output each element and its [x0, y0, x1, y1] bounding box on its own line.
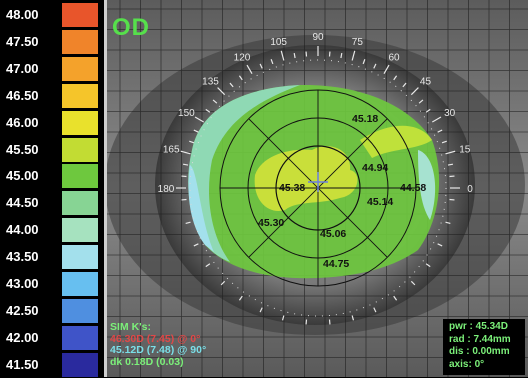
power-reading: 44.75	[323, 258, 349, 270]
scale-value-label: 44.00	[6, 222, 39, 237]
degree-label: 150	[178, 108, 195, 119]
scale-row: 42.00	[0, 325, 106, 351]
scale-value-label: 46.00	[6, 115, 39, 130]
sim-k-line2-value: 45.12D (7.48)	[110, 344, 174, 356]
scale-color-swatch	[62, 191, 98, 215]
degree-label: 75	[352, 37, 364, 48]
scale-color-swatch	[62, 326, 98, 350]
scale-value-label: 41.50	[6, 357, 39, 372]
eye-label: OD	[112, 14, 150, 42]
degree-label: 45	[420, 77, 432, 88]
axis-tick	[183, 164, 188, 165]
power-reading: 45.38	[279, 182, 305, 194]
axis-tick	[294, 53, 295, 58]
degree-label: 135	[202, 77, 219, 88]
cursor-distance: dis : 0.00mm	[449, 346, 525, 359]
scale-color-swatch	[62, 353, 98, 377]
degree-label: 105	[270, 37, 287, 48]
scale-value-label: 47.50	[6, 34, 39, 49]
axis-tick	[448, 164, 453, 165]
scale-value-label: 42.00	[6, 330, 39, 345]
power-reading: 45.06	[320, 228, 346, 240]
cursor-info-panel: pwr : 45.34D rad : 7.44mm dis : 0.00mm a…	[443, 319, 525, 375]
scale-value-label: 43.50	[6, 249, 39, 264]
degree-label: 30	[444, 108, 456, 119]
scale-row: 47.50	[0, 29, 106, 55]
power-reading: 45.30	[258, 217, 284, 229]
sim-k-title: SIM K's:	[110, 322, 206, 334]
degree-label: 180	[158, 184, 175, 195]
cursor-radius: rad : 7.44mm	[449, 334, 525, 347]
scale-color-swatch	[62, 164, 98, 188]
scale-row: 44.50	[0, 190, 106, 216]
scale-row: 43.50	[0, 244, 106, 270]
degree-label: 90	[312, 32, 324, 43]
cursor-power: pwr : 45.34D	[449, 321, 525, 334]
scale-row: 47.00	[0, 56, 106, 82]
scale-color-swatch	[62, 111, 98, 135]
scale-value-label: 47.00	[6, 61, 39, 76]
scale-color-swatch	[62, 218, 98, 242]
scale-value-label: 48.00	[6, 7, 39, 22]
axis-tick	[341, 53, 342, 58]
power-reading: 44.94	[362, 162, 388, 174]
degree-label: 0	[467, 184, 473, 195]
degree-label: 165	[163, 145, 180, 156]
scale-row: 44.00	[0, 217, 106, 243]
scale-value-label: 45.50	[6, 142, 39, 157]
scale-value-label: 44.50	[6, 195, 39, 210]
scale-value-label: 42.50	[6, 303, 39, 318]
sim-k-panel: SIM K's: 46.30D (7.45) @ 0° 45.12D (7.48…	[110, 322, 206, 368]
power-reading: 44.58	[400, 182, 426, 194]
power-reading: 45.18	[352, 113, 378, 125]
scale-color-swatch	[62, 272, 98, 296]
scale-row: 42.50	[0, 298, 106, 324]
degree-label: 60	[388, 52, 400, 63]
scale-row: 46.00	[0, 110, 106, 136]
degree-label: 15	[459, 145, 471, 156]
scale-color-swatch	[62, 3, 98, 27]
scale-color-swatch	[62, 138, 98, 162]
scale-color-swatch	[62, 84, 98, 108]
power-reading: 45.14	[367, 196, 393, 208]
scale-row: 48.00	[0, 2, 106, 28]
scale-row: 41.50	[0, 352, 106, 378]
sim-k-line2: 45.12D (7.48) @ 90°	[110, 345, 206, 357]
scale-color-swatch	[62, 299, 98, 323]
cursor-axis: axis: 0°	[449, 359, 525, 372]
scale-row: 45.50	[0, 137, 106, 163]
sim-k-line3: dk 0.18D (0.03)	[110, 357, 206, 369]
scale-value-label: 45.00	[6, 168, 39, 183]
scale-color-swatch	[62, 57, 98, 81]
scale-row: 45.00	[0, 163, 106, 189]
scale-value-label: 46.50	[6, 88, 39, 103]
scale-row: 43.00	[0, 271, 106, 297]
degree-label: 120	[234, 52, 251, 63]
scale-row: 46.50	[0, 83, 106, 109]
scale-color-swatch	[62, 245, 98, 269]
color-scale-legend: 48.00 47.50 47.00 46.50 46.00 45.50 45.00 44.50…	[0, 0, 106, 377]
scale-value-label: 43.00	[6, 276, 39, 291]
scale-color-swatch	[62, 30, 98, 54]
sim-k-line2-axis: @ 90°	[174, 344, 206, 356]
